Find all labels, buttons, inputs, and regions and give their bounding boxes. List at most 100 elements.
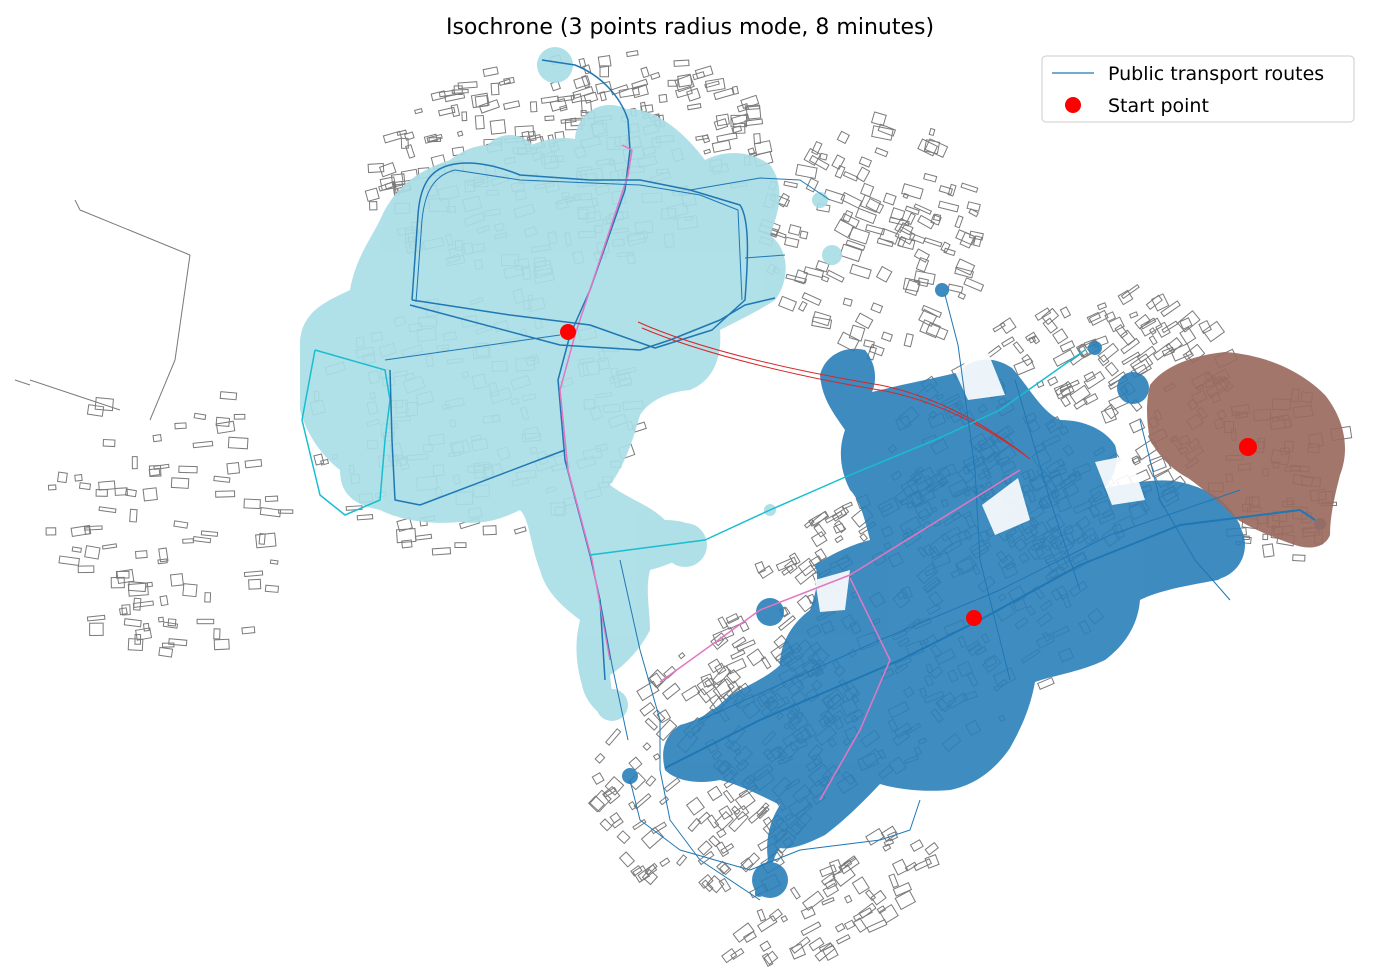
building-outline [390,173,406,186]
building-outline [45,527,57,536]
building-outline [1096,302,1108,311]
building-outline [696,676,716,696]
building-outline [924,841,939,856]
building-outline [1073,397,1088,410]
building-outline [557,94,575,103]
building-outline [74,474,83,482]
building-outline [831,154,846,170]
building-outline [1261,543,1275,558]
isochrone-zone-blue [622,283,1326,898]
building-outline [794,564,817,585]
building-outline [482,525,497,536]
building-outline [972,235,983,248]
route-line [689,177,831,201]
building-outline [697,811,711,825]
building-outline [444,92,466,103]
route-line [629,779,921,871]
building-outline [192,440,214,449]
building-outline [637,863,658,882]
building-outline [698,874,714,890]
building-outline [759,940,772,952]
building-outline [866,919,888,934]
building-outline [47,484,57,491]
building-outline [667,79,679,87]
building-outline [739,852,761,873]
building-outline [264,584,279,593]
building-outline [1054,380,1072,396]
building-outline [1001,336,1015,348]
building-outline [123,618,142,628]
building-outline [715,841,730,858]
building-outline [1107,371,1127,387]
building-outline [731,805,741,816]
building-outline [86,614,106,622]
building-outline [924,854,940,869]
building-outline [986,345,1002,358]
route-line [1014,379,1081,591]
building-outline [839,243,863,263]
building-outline [890,207,906,222]
map-title: Isochrone (3 points radius mode, 8 minut… [446,15,934,40]
building-outline [695,134,709,141]
building-outline [661,682,681,700]
building-outline [456,130,464,137]
building-outline [1148,335,1158,346]
building-outline [713,87,735,101]
building-outline [580,109,587,117]
building-outline [368,201,378,211]
building-outline [255,532,277,549]
building-outline [513,526,527,535]
building-outline [1100,407,1118,424]
building-outline [810,531,828,548]
building-outline [871,125,894,141]
building-outline [604,775,625,796]
building-outline [876,237,894,248]
building-outline [162,621,179,629]
building-outline [396,129,408,137]
building-outline [269,559,279,565]
building-outline [1155,321,1171,338]
building-outline [778,295,798,312]
building-outline [933,213,942,222]
building-outline [474,114,485,130]
building-outline [1069,352,1086,366]
building-outline [200,530,219,537]
building-outline [789,886,801,900]
building-outline [675,854,688,867]
building-outline [415,533,433,541]
building-outline [1179,326,1197,345]
building-outline [79,209,191,256]
building-outline [131,456,138,470]
building-outline [734,789,756,811]
building-outline [663,665,677,679]
route-line [559,144,633,661]
building-outline [650,821,668,835]
building-outline [761,952,774,968]
building-outline [744,118,764,127]
building-outline [78,482,92,491]
building-outline [632,818,647,831]
building-outline [1034,307,1052,322]
building-outline [902,277,921,293]
building-outline [842,170,859,182]
building-outline [659,795,670,806]
building-outline [356,514,374,521]
building-outline [843,919,856,931]
building-outline [818,942,833,953]
building-outline [169,573,184,587]
building-outline [716,828,727,839]
building-outline [963,277,985,292]
building-outline [713,118,729,131]
building-outline [587,795,606,813]
building-outline [777,615,796,631]
building-outline [142,622,150,632]
building-outline [955,258,976,276]
building-outline [1037,676,1055,690]
building-outline [828,858,844,876]
building-outline [1161,320,1179,334]
building-outline [999,317,1017,335]
building-outline [544,115,555,122]
building-outline [663,777,681,793]
building-outline [591,772,605,786]
building-outline [1059,385,1075,397]
